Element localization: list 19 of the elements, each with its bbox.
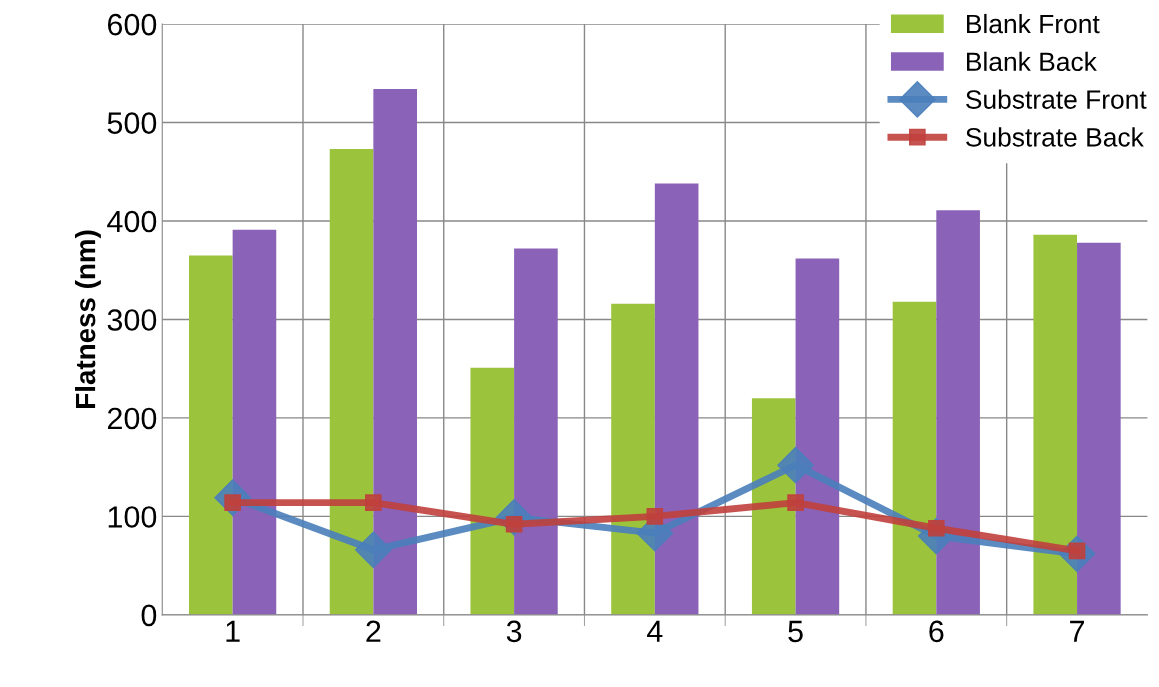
x-tick-label: 5	[788, 620, 803, 643]
y-tick-label: 300	[107, 309, 157, 331]
x-tick-label: 3	[506, 620, 522, 643]
legend-label: Substrate Front	[966, 89, 1147, 109]
x-tick-label: 1	[226, 620, 240, 642]
y-tick-label: 0	[141, 604, 157, 627]
legend-label: Blank Back	[967, 51, 1097, 72]
y-tick-label: 600	[107, 13, 157, 36]
y-tick-label: 400	[107, 210, 157, 233]
x-tick-label: 2	[366, 620, 381, 642]
x-tick-label: 7	[1070, 620, 1085, 642]
legend-label: Blank Front	[967, 13, 1100, 34]
y-tick-label: 100	[108, 506, 157, 528]
y-tick-label: 200	[107, 407, 157, 430]
y-tick-label: 500	[107, 112, 157, 134]
legend-label: Substrate Back	[966, 127, 1144, 147]
x-tick-label: 6	[929, 620, 944, 643]
x-tick-label: 4	[647, 620, 663, 642]
y-axis-title: Flatness (nm)	[74, 230, 101, 408]
